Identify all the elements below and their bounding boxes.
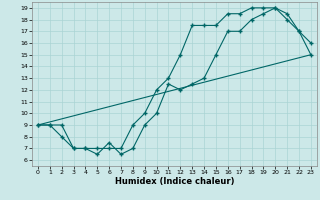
X-axis label: Humidex (Indice chaleur): Humidex (Indice chaleur) — [115, 177, 234, 186]
